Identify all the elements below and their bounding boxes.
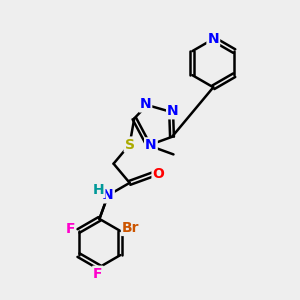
Text: H: H [93,183,104,197]
Text: S: S [125,137,135,152]
Text: Br: Br [122,221,140,235]
Text: F: F [65,222,75,236]
Text: N: N [167,104,179,118]
Text: N: N [208,32,219,46]
Text: N: N [140,98,151,112]
Text: N: N [102,188,114,203]
Text: O: O [152,167,164,181]
Text: N: N [145,138,157,152]
Text: F: F [93,267,103,281]
